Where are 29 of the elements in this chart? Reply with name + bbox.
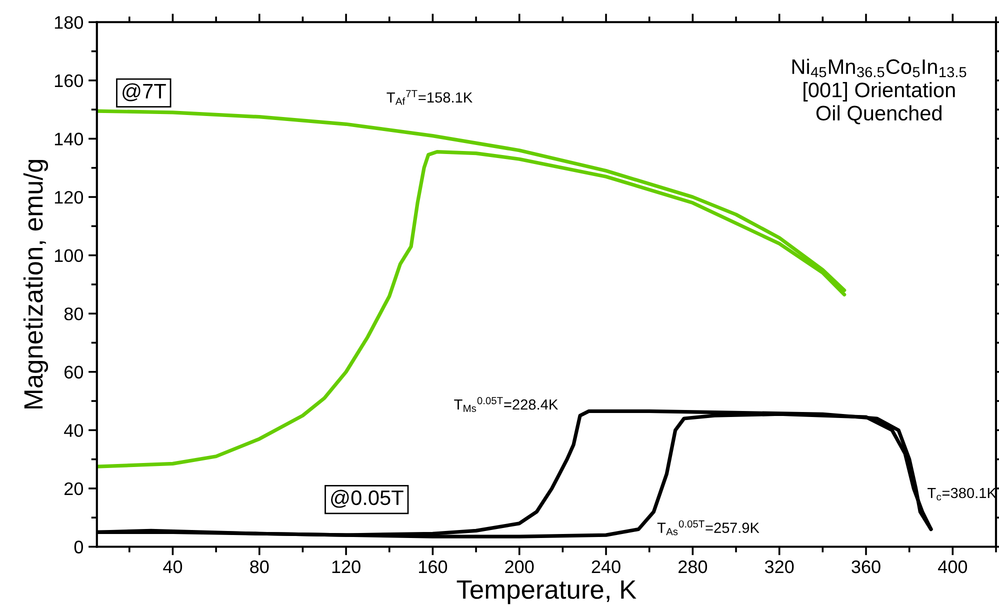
x-tick-label: 360 [852, 560, 880, 574]
y-tick-label: 40 [64, 424, 84, 437]
annotation: T$_{c}$=380.1K [928, 488, 996, 500]
x-tick-label: 80 [250, 560, 269, 574]
y-axis-title: Magnetization, emu/g [23, 160, 48, 408]
annotation: @0.05T [331, 490, 404, 508]
y-tick-label: 60 [64, 366, 84, 379]
text: Ni$_{45}$Mn$_{36.5}$Co$_{5}$In$_{13.5}$ [001] Orientation Oil Quenched [792, 58, 966, 124]
x-tick-label: 320 [764, 560, 794, 574]
y-tick-label: 100 [54, 249, 84, 262]
x-tick-label: 160 [419, 560, 448, 574]
y-tick-label: 160 [54, 74, 84, 88]
x-axis-title: Temperature, K [456, 580, 636, 604]
x-tick-label: 40 [163, 560, 182, 574]
y-tick-label: 20 [64, 482, 84, 496]
x-tick-label: 240 [592, 560, 620, 574]
y-tick-label: 80 [64, 308, 84, 320]
annotation: @7T [122, 83, 166, 102]
annotation: T$_{Ms}$$^{0.05T}$=228.4K [454, 397, 558, 412]
y-tick-label: 120 [54, 190, 84, 204]
x-tick-label: 400 [938, 560, 968, 574]
x-tick-label: 200 [505, 560, 534, 574]
y-tick-label: 0 [74, 540, 84, 554]
y-tick-label: 140 [54, 132, 84, 146]
x-tick-label: 280 [678, 560, 708, 574]
annotation: T$_{As}$$^{0.05T}$=257.9K [657, 520, 760, 536]
annotation: T$_{Af}$$^{7T}$=158.1K [386, 90, 472, 105]
y-tick-label: 180 [54, 16, 84, 29]
x-tick-label: 120 [332, 560, 360, 574]
